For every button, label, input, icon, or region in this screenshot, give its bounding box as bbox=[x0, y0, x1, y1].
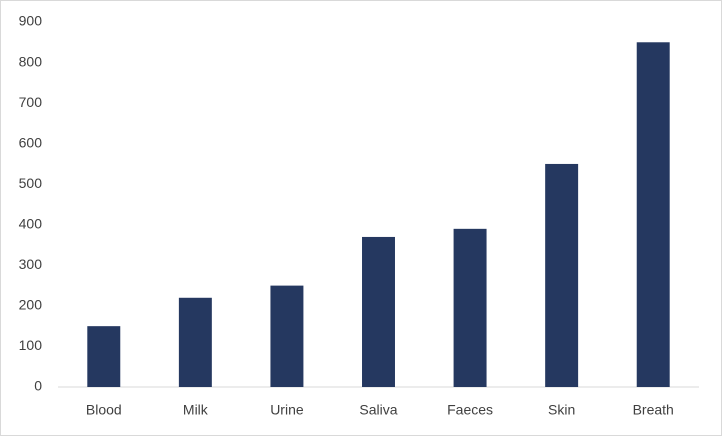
y-tick-label: 700 bbox=[19, 94, 43, 110]
y-tick-label: 600 bbox=[19, 134, 43, 150]
y-tick-label: 900 bbox=[19, 13, 43, 29]
x-tick-label: Saliva bbox=[359, 402, 397, 418]
x-tick-label: Breath bbox=[633, 402, 674, 418]
y-tick-label: 100 bbox=[19, 337, 43, 353]
x-tick-label: Urine bbox=[270, 402, 304, 418]
bar bbox=[270, 285, 304, 387]
y-tick-label: 300 bbox=[19, 256, 43, 272]
bar bbox=[87, 326, 121, 387]
y-tick-label: 0 bbox=[34, 378, 42, 394]
y-tick-label: 200 bbox=[19, 297, 43, 313]
bar bbox=[545, 163, 579, 387]
y-tick-label: 500 bbox=[19, 175, 43, 191]
bar bbox=[362, 236, 395, 387]
bar bbox=[178, 297, 212, 387]
x-tick-label: Milk bbox=[183, 402, 209, 418]
x-tick-label: Skin bbox=[548, 402, 575, 418]
y-tick-label: 800 bbox=[19, 53, 43, 69]
y-tick-label: 400 bbox=[19, 215, 43, 231]
x-tick-label: Blood bbox=[86, 402, 122, 418]
bar bbox=[453, 228, 487, 387]
x-tick-label: Faeces bbox=[447, 402, 493, 418]
bar bbox=[636, 42, 670, 388]
